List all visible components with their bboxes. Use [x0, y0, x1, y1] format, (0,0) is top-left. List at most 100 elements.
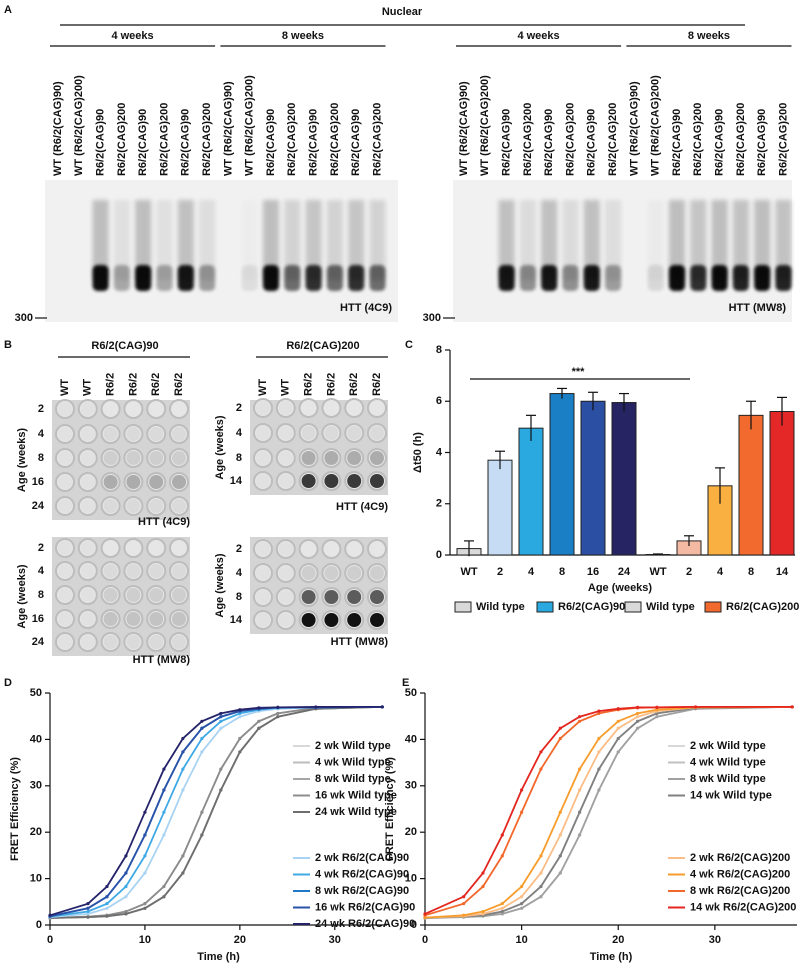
- data-point: [257, 719, 261, 723]
- dot: [126, 475, 141, 489]
- data-point: [655, 715, 659, 719]
- marker-label: 300: [15, 312, 33, 324]
- dot: [370, 451, 384, 465]
- lane-label: R6/2(CAG)200: [692, 103, 704, 176]
- data-point: [181, 788, 185, 792]
- y-tick-label: 0: [436, 549, 442, 561]
- dot-ring: [275, 563, 296, 583]
- dot-ring: [275, 448, 296, 468]
- dot: [126, 427, 141, 441]
- band: [177, 265, 194, 291]
- y-tick-label: 10: [405, 873, 417, 885]
- age-label: Age (weeks): [16, 564, 28, 629]
- smear: [562, 200, 579, 280]
- dot: [256, 590, 270, 604]
- dot-ring: [55, 561, 75, 581]
- dot-ring: [146, 448, 167, 468]
- band: [498, 265, 515, 291]
- smear: [732, 200, 749, 280]
- genotype-label: R6/2(CAG)90: [91, 340, 158, 352]
- dot-ring: [123, 472, 144, 492]
- band: [284, 265, 301, 291]
- smear: [305, 200, 322, 280]
- data-point: [635, 711, 640, 716]
- legend-label: Wild type: [646, 601, 695, 613]
- data-point: [124, 854, 128, 858]
- data-point: [238, 715, 242, 719]
- dot-blot: [52, 537, 190, 656]
- data-point: [162, 884, 166, 889]
- x-tick-label: 2: [497, 566, 503, 578]
- dot: [347, 451, 362, 465]
- dot: [279, 451, 293, 465]
- x-tick-label: 8: [559, 566, 565, 578]
- row-label: 16: [32, 476, 44, 488]
- lane-label: R6/2(CAG)200: [201, 103, 213, 176]
- y-tick-label: 50: [405, 687, 417, 699]
- dot-ring: [321, 398, 342, 418]
- legend-swatch: [624, 601, 642, 613]
- dot: [256, 451, 270, 465]
- dot: [172, 451, 186, 465]
- band: [605, 265, 622, 291]
- y-tick-label: 2: [436, 498, 442, 510]
- series-line: [49, 706, 383, 917]
- dot-ring: [253, 610, 273, 630]
- dot: [103, 499, 118, 513]
- data-point: [790, 705, 794, 709]
- dot: [370, 613, 384, 627]
- dot-ring: [123, 448, 144, 468]
- data-point: [162, 810, 166, 814]
- data-point: [143, 833, 147, 837]
- data-point: [655, 711, 659, 716]
- dot-ring: [77, 632, 98, 652]
- dot-ring: [100, 561, 121, 581]
- dot-ring: [123, 538, 144, 558]
- data-point: [635, 705, 640, 709]
- dot-ring: [169, 561, 189, 581]
- legend-label: 24 wk R6/2(CAG)90: [315, 918, 415, 930]
- dot-blot: [52, 400, 190, 520]
- x-tick-label: 30: [709, 934, 721, 946]
- lane-label: R6/2(CAG)90: [756, 109, 768, 176]
- group-label: 8 weeks: [282, 30, 324, 42]
- x-tick-label: 0: [47, 934, 53, 946]
- dot: [279, 542, 293, 556]
- dot-ring: [146, 424, 167, 444]
- x-tick-label: 4: [717, 566, 724, 578]
- lane-label: R6/2(CAG)90: [95, 109, 107, 176]
- smear: [199, 200, 216, 280]
- data-point: [597, 788, 601, 792]
- lane-label: R6/2(CAG)200: [522, 103, 534, 176]
- dot-ring: [77, 496, 98, 516]
- smear: [690, 200, 707, 280]
- row-label: 14: [230, 475, 243, 487]
- lane-label: R6/2(CAG)200: [286, 103, 298, 176]
- legend-label: 14 wk R6/2(CAG)200: [690, 901, 796, 913]
- dot-ring: [275, 423, 296, 443]
- dot-ring: [77, 609, 98, 629]
- dot-ring: [77, 561, 98, 581]
- dot: [256, 426, 270, 440]
- dot: [279, 426, 293, 440]
- y-tick-label: 6: [436, 395, 442, 407]
- dot: [301, 451, 316, 465]
- y-tick-label: 20: [30, 826, 42, 838]
- smear: [348, 200, 365, 280]
- age-label: Age (weeks): [214, 553, 226, 618]
- legend-label: R6/2(CAG)200: [726, 601, 799, 613]
- data-point: [124, 909, 128, 914]
- dot-ring: [253, 563, 273, 583]
- dot-ring: [77, 585, 98, 605]
- data-point: [539, 884, 543, 889]
- smear: [754, 200, 771, 280]
- data-point: [219, 719, 223, 723]
- lane-label: R6/2(CAG)90: [586, 109, 598, 176]
- row-label: 8: [236, 591, 242, 603]
- bar: [738, 414, 764, 556]
- band: [135, 265, 152, 291]
- dot: [279, 590, 293, 604]
- dot-ring: [321, 448, 342, 468]
- dot-ring: [321, 423, 342, 443]
- smear: [92, 200, 109, 280]
